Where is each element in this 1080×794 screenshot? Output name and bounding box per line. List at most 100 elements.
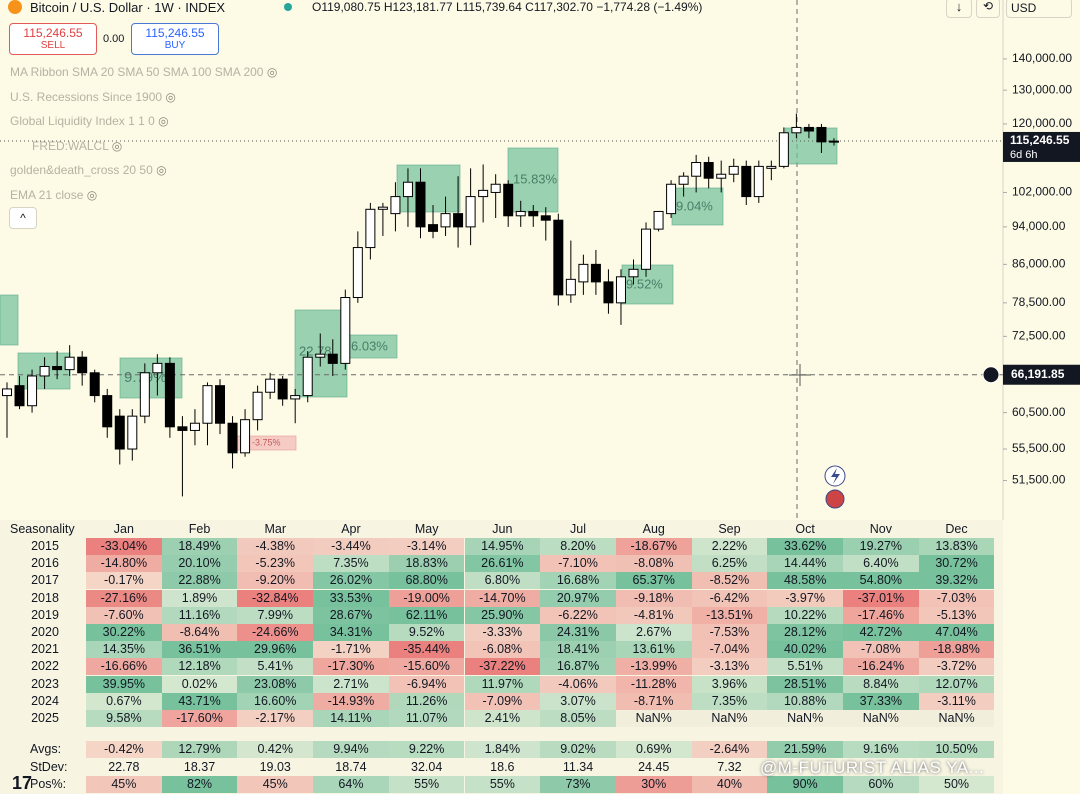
summary-cell: 9.22%: [388, 741, 465, 758]
return-cell: -8.08%: [615, 555, 692, 573]
candle-body: [377, 206, 388, 210]
return-cell: -24.66%: [237, 624, 314, 641]
month-header: Jun: [492, 522, 513, 536]
return-cell: 30.72%: [918, 555, 995, 573]
candle-body: [741, 165, 752, 198]
candle-body: [402, 181, 413, 198]
return-cell: 5.51%: [767, 658, 843, 676]
return-cell: 6.40%: [843, 555, 919, 573]
buy-button[interactable]: 115,246.55 BUY: [131, 23, 219, 55]
year-label: 2021: [31, 642, 59, 657]
candle-body: [277, 378, 288, 400]
currency-button[interactable]: USD: [1006, 0, 1072, 18]
return-cell: 29.96%: [237, 641, 314, 659]
candle-body: [653, 210, 664, 230]
return-cell: -19.00%: [388, 589, 465, 607]
return-cell: 39.95%: [86, 675, 162, 693]
return-cell: -17.60%: [161, 710, 238, 727]
visibility-toggle[interactable]: ◎: [152, 163, 167, 177]
return-cell: -17.46%: [843, 606, 919, 624]
y-tick-label: 102,000.00: [1012, 185, 1072, 199]
buy-label: BUY: [164, 40, 186, 51]
price-axis: 140,000.00 130,000.00 120,000.00 102,000.00…: [982, 51, 1080, 487]
candle-body: [177, 426, 188, 431]
candle-body: [453, 213, 464, 228]
return-cell: -18.98%: [918, 641, 995, 659]
visibility-toggle[interactable]: ◎: [162, 89, 176, 104]
return-cell: 12.07%: [918, 675, 995, 693]
return-cell: 18.41%: [540, 641, 616, 659]
indicator: EMA 21 close ◎: [10, 187, 98, 202]
summary-cell: 10.50%: [918, 741, 995, 758]
return-cell: 54.80%: [843, 572, 919, 590]
candle-body: [803, 126, 814, 132]
return-cell: 12.18%: [161, 658, 238, 676]
candle-body: [666, 183, 677, 215]
return-cell: -11.28%: [615, 675, 692, 693]
summary-cell: 30%: [615, 776, 692, 793]
sell-button[interactable]: 115,246.55 SELL: [9, 23, 97, 55]
return-cell: 30.22%: [86, 624, 162, 641]
crosshair-label: 66,191.85: [1011, 367, 1065, 381]
return-cell: NaN%: [615, 710, 692, 727]
candle-body: [628, 268, 639, 278]
symbol-logo: [8, 0, 22, 14]
overlay-label: 6.03%: [351, 338, 388, 353]
return-cell: -7.10%: [540, 555, 616, 573]
return-cell: 14.44%: [767, 555, 843, 573]
return-cell: -3.11%: [918, 692, 995, 710]
visibility-toggle[interactable]: ◎: [263, 65, 278, 79]
summary-label: Pos%:: [30, 777, 67, 791]
summary-cell: 45%: [237, 776, 314, 793]
visibility-toggle[interactable]: ◎: [108, 138, 123, 153]
buy-price: 115,246.55: [145, 26, 205, 40]
candle-body: [164, 362, 175, 428]
summary-cell: 18.6: [490, 759, 515, 774]
return-cell: -4.06%: [540, 675, 616, 693]
return-cell: -27.16%: [86, 589, 162, 607]
month-header: Sep: [718, 522, 741, 536]
candle-body: [565, 278, 576, 296]
seasonality-table: Seasonality Jan Feb Mar Apr May Jun Jul Aug Sep Oc…: [0, 520, 1003, 794]
return-cell: 16.68%: [540, 572, 616, 590]
return-cell: 16.60%: [237, 692, 314, 710]
overlay-box: [507, 147, 559, 213]
candle-body: [127, 415, 138, 450]
summary-cell: 18.37: [183, 759, 216, 774]
month-header: Aug: [642, 522, 665, 536]
candle-body: [816, 126, 827, 143]
candle-body: [503, 183, 514, 217]
return-cell: 1.89%: [161, 589, 238, 607]
return-cell: -14.80%: [86, 555, 162, 573]
return-cell: -9.20%: [237, 572, 314, 590]
return-cell: -14.70%: [464, 589, 541, 607]
return-cell: 11.26%: [388, 692, 465, 710]
return-cell: -37.01%: [843, 589, 919, 607]
candle-body: [703, 162, 714, 179]
candle-body: [615, 276, 626, 304]
reset-button[interactable]: ⟲: [976, 0, 1000, 18]
return-cell: 6.80%: [464, 572, 541, 590]
table-title: Seasonality: [10, 522, 75, 536]
visibility-toggle[interactable]: ◎: [83, 187, 98, 202]
return-cell: 3.96%: [691, 675, 768, 693]
return-cell: 7.35%: [691, 692, 768, 710]
visibility-toggle[interactable]: ◎: [154, 114, 169, 128]
month-header: Jul: [570, 522, 587, 536]
year-label: 2016: [31, 556, 59, 571]
return-cell: 2.41%: [464, 710, 541, 727]
y-tick-label: 51,500.00: [1012, 473, 1066, 487]
return-cell: 7.35%: [313, 555, 389, 573]
return-cell: -7.09%: [464, 692, 541, 710]
summary-label: StDev:: [30, 759, 68, 774]
status-dot: [284, 3, 292, 11]
candle-body: [215, 385, 226, 424]
collapse-button[interactable]: ^: [9, 207, 37, 229]
summary-cell: 9.94%: [313, 741, 389, 758]
scroll-button[interactable]: ↓: [946, 0, 972, 18]
candle-body: [365, 208, 376, 249]
return-cell: 10.88%: [767, 692, 843, 710]
return-cell: -8.71%: [615, 692, 692, 710]
summary-cell: 9.02%: [540, 741, 616, 758]
